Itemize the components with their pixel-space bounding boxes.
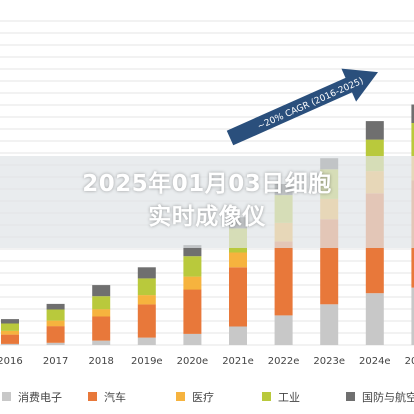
bar-segment (183, 256, 202, 277)
title-line-2: 实时成像仪 (148, 204, 266, 230)
legend-label: 工业 (278, 391, 300, 404)
bar-segment (46, 320, 65, 327)
bar-segment (137, 278, 156, 296)
bar-segment (92, 309, 111, 317)
legend-swatch (2, 392, 11, 401)
bar-segment (183, 276, 202, 290)
bar-segment (92, 340, 111, 345)
x-tick-label: 2024e (359, 356, 391, 367)
page-title: 2025年01月03日细胞 实时成像仪 (0, 168, 414, 234)
bar-segment (183, 333, 202, 345)
bar-segment (46, 342, 65, 345)
x-tick-label: 2019e (131, 356, 163, 367)
x-tick-label: 2025e (405, 356, 414, 367)
x-tick-label: 2018 (88, 356, 113, 367)
bar-segment (365, 293, 384, 345)
bar-segment (137, 304, 156, 338)
bar-segment (46, 309, 65, 321)
bar-segment (46, 326, 65, 343)
bar-segment (229, 267, 247, 327)
title-overlay-band (0, 156, 414, 248)
cagr-annotation: ~20% CAGR (2016-2025) (256, 76, 365, 132)
bar-segment (229, 252, 247, 268)
legend-label: 国防与航空 (362, 390, 414, 404)
bar-segment (137, 337, 156, 345)
x-tick-label: 2017 (43, 356, 68, 367)
bar-segment (1, 319, 19, 324)
bar-segment (137, 267, 156, 279)
bar-segment (365, 121, 384, 140)
bar-segment (183, 289, 202, 334)
bar-segment (1, 334, 19, 344)
bar-segment (229, 326, 247, 345)
x-tick-label: 2016 (0, 356, 23, 367)
bar-segment (92, 316, 111, 341)
legend-label: 医疗 (192, 390, 214, 404)
x-tick-label: 2022e (268, 356, 300, 367)
bar-segment (92, 285, 111, 297)
bar-segment (411, 287, 414, 345)
legend-label: 消费电子 (18, 390, 62, 404)
legend-swatch (88, 392, 97, 401)
x-tick-label: 2023e (313, 356, 345, 367)
bar-segment (137, 295, 156, 305)
legend-swatch (262, 392, 271, 401)
bar-segment (411, 104, 414, 123)
legend-swatch (176, 392, 185, 401)
legend-label: 汽车 (104, 390, 126, 404)
title-line-1: 2025年01月03日细胞 (82, 171, 332, 197)
bar-segment (1, 330, 19, 335)
bar-segment (1, 343, 19, 345)
bar-segment (320, 304, 339, 345)
arrow-body (226, 68, 378, 146)
bar-segment (411, 123, 414, 157)
x-tick-label: 2020e (177, 356, 209, 367)
bar-segment (46, 303, 65, 310)
x-axis-ticks: 2016 2017 2018 2019e 2020e 2021e 2022e 2023e 202… (0, 356, 414, 367)
legend: 消费电子 汽车 医疗 工业 国防与航空 (2, 390, 414, 404)
x-tick-label: 2021e (222, 356, 254, 367)
bar-segment (1, 323, 19, 331)
bar-segment (274, 315, 293, 345)
bar-segment (183, 245, 202, 257)
bar-segment (274, 241, 293, 316)
legend-swatch (346, 392, 355, 401)
bar-segment (92, 296, 111, 310)
